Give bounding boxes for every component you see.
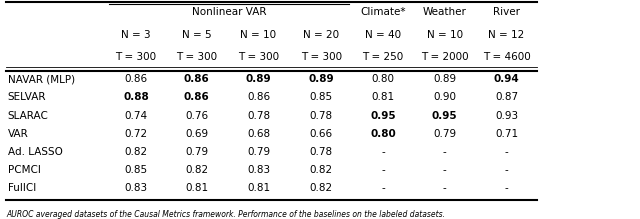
Text: 0.81: 0.81 — [247, 183, 270, 193]
Text: 0.82: 0.82 — [124, 147, 148, 157]
Text: NAVAR (MLP): NAVAR (MLP) — [8, 74, 75, 84]
Text: AUROC averaged datasets of the Causal Metrics framework. Performance of the base: AUROC averaged datasets of the Causal Me… — [6, 210, 445, 219]
Text: 0.81: 0.81 — [371, 92, 395, 102]
Text: 0.86: 0.86 — [247, 92, 270, 102]
Text: T = 300: T = 300 — [301, 52, 342, 62]
Text: 0.90: 0.90 — [433, 92, 456, 102]
Text: 0.94: 0.94 — [493, 74, 520, 84]
Text: -: - — [381, 165, 385, 175]
Text: N = 3: N = 3 — [121, 30, 151, 40]
Text: SLARAC: SLARAC — [8, 111, 49, 120]
Text: T = 250: T = 250 — [362, 52, 404, 62]
Text: PCMCI: PCMCI — [8, 165, 40, 175]
Text: -: - — [381, 183, 385, 193]
Text: 0.72: 0.72 — [124, 129, 148, 139]
Text: -: - — [505, 183, 508, 193]
Text: 0.95: 0.95 — [370, 111, 396, 120]
Text: 0.82: 0.82 — [310, 183, 333, 193]
Text: N = 20: N = 20 — [303, 30, 339, 40]
Text: 0.93: 0.93 — [495, 111, 518, 120]
Text: 0.86: 0.86 — [184, 92, 210, 102]
Text: N = 5: N = 5 — [182, 30, 212, 40]
Text: 0.95: 0.95 — [432, 111, 458, 120]
Text: SELVAR: SELVAR — [8, 92, 46, 102]
Text: N = 12: N = 12 — [488, 30, 525, 40]
Text: 0.80: 0.80 — [370, 129, 396, 139]
Text: N = 10: N = 10 — [427, 30, 463, 40]
Text: T = 4600: T = 4600 — [483, 52, 531, 62]
Text: 0.85: 0.85 — [310, 92, 333, 102]
Text: 0.66: 0.66 — [310, 129, 333, 139]
Text: 0.81: 0.81 — [185, 183, 209, 193]
Text: 0.80: 0.80 — [372, 74, 394, 84]
Text: 0.79: 0.79 — [247, 147, 270, 157]
Text: 0.78: 0.78 — [310, 111, 333, 120]
Text: 0.82: 0.82 — [185, 165, 209, 175]
Text: 0.83: 0.83 — [124, 183, 148, 193]
Text: 0.69: 0.69 — [185, 129, 209, 139]
Text: 0.86: 0.86 — [124, 74, 148, 84]
Text: 0.88: 0.88 — [123, 92, 149, 102]
Text: -: - — [443, 183, 447, 193]
Text: 0.86: 0.86 — [184, 74, 210, 84]
Text: -: - — [381, 147, 385, 157]
Text: Ad. LASSO: Ad. LASSO — [8, 147, 63, 157]
Text: 0.79: 0.79 — [185, 147, 209, 157]
Text: Climate*: Climate* — [360, 7, 406, 17]
Text: 0.76: 0.76 — [185, 111, 209, 120]
Text: 0.82: 0.82 — [310, 165, 333, 175]
Text: -: - — [443, 147, 447, 157]
Text: FullCI: FullCI — [8, 183, 36, 193]
Text: T = 2000: T = 2000 — [421, 52, 468, 62]
Text: T = 300: T = 300 — [115, 52, 157, 62]
Text: N = 10: N = 10 — [241, 30, 276, 40]
Text: 0.83: 0.83 — [247, 165, 270, 175]
Text: Weather: Weather — [423, 7, 467, 17]
Text: River: River — [493, 7, 520, 17]
Text: Nonlinear VAR: Nonlinear VAR — [192, 7, 266, 17]
Text: 0.85: 0.85 — [124, 165, 148, 175]
Text: VAR: VAR — [8, 129, 28, 139]
Text: 0.68: 0.68 — [247, 129, 270, 139]
Text: -: - — [505, 165, 508, 175]
Text: 0.74: 0.74 — [124, 111, 148, 120]
Text: 0.79: 0.79 — [433, 129, 456, 139]
Text: T = 300: T = 300 — [176, 52, 218, 62]
Text: -: - — [505, 147, 508, 157]
Text: 0.89: 0.89 — [433, 74, 456, 84]
Text: 0.78: 0.78 — [310, 147, 333, 157]
Text: 0.78: 0.78 — [247, 111, 270, 120]
Text: -: - — [443, 165, 447, 175]
Text: N = 40: N = 40 — [365, 30, 401, 40]
Text: 0.71: 0.71 — [495, 129, 518, 139]
Text: T = 300: T = 300 — [238, 52, 279, 62]
Text: 0.89: 0.89 — [308, 74, 334, 84]
Text: 0.87: 0.87 — [495, 92, 518, 102]
Text: 0.89: 0.89 — [246, 74, 271, 84]
